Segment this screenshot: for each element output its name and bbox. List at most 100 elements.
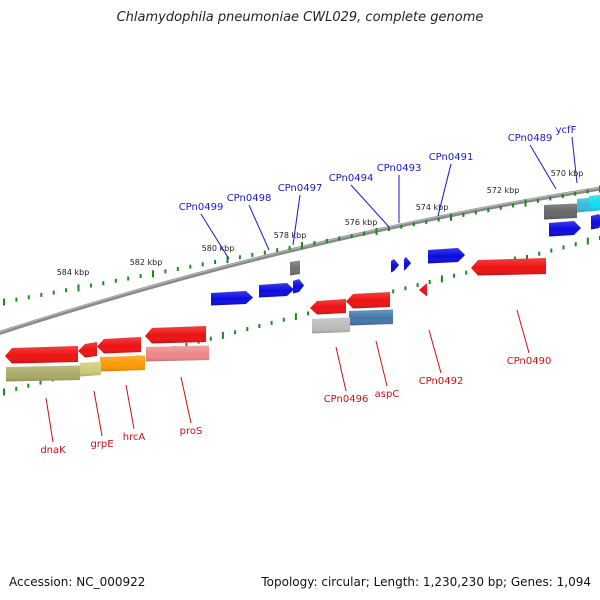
outer-ruler-minor-tick: [512, 203, 515, 208]
leader-line: [125, 384, 135, 430]
outer-ruler-minor-tick: [462, 212, 465, 217]
leader-line: [437, 163, 452, 217]
outer-ruler-minor-tick: [387, 227, 390, 231]
outer-ruler-minor-tick: [251, 252, 254, 257]
inner-ruler-minor-tick: [538, 251, 541, 256]
inner-ruler-minor-tick: [404, 286, 407, 291]
gene-label: CPn0490: [507, 356, 552, 367]
inner-ruler-major-tick: [221, 331, 224, 339]
outer-ruler-major-tick: [226, 256, 229, 264]
gene-cpn0497-block: [290, 260, 300, 276]
genome-summary-text: Topology: circular; Length: 1,230,230 bp…: [261, 575, 591, 589]
gene-pros-cog: [146, 345, 209, 362]
gene-label: hrcA: [123, 432, 146, 443]
outer-ruler-minor-tick: [400, 224, 403, 229]
outer-ruler-minor-tick: [325, 238, 328, 243]
inner-ruler-minor-tick: [246, 327, 249, 332]
outer-ruler-minor-tick: [425, 220, 428, 224]
outer-ruler-minor-tick: [586, 189, 589, 194]
gene-ycff-cog-b: [589, 194, 600, 212]
outer-ruler-minor-tick: [40, 292, 43, 297]
gene-hrca-cog: [100, 355, 145, 372]
outer-ruler-minor-tick: [201, 262, 204, 267]
gene-label: ycfF: [556, 125, 577, 136]
outer-ruler-minor-tick: [164, 269, 167, 274]
inner-ruler-minor-tick: [550, 248, 553, 253]
inner-ruler-major-tick: [586, 237, 589, 245]
gene-cpn0493: [404, 257, 411, 271]
accession-text: Accession: NC_000922: [9, 575, 146, 589]
outer-ruler-major-tick: [524, 199, 527, 207]
leader-line: [45, 397, 54, 443]
gene-cpn0498: [259, 283, 294, 298]
inner-ruler-minor-tick: [307, 311, 310, 316]
genome-backbone: [0, 186, 600, 335]
inner-ruler-minor-tick: [185, 342, 188, 347]
gene-aspc-cog: [349, 309, 393, 326]
gene-features: [5, 194, 600, 382]
gene-cpn0494: [391, 259, 399, 273]
leader-line: [248, 204, 270, 251]
ruler-labels: 570 kbp 572 kbp 574 kbp 576 kbp 578 kbp 580 k…: [57, 169, 584, 277]
inner-ruler-minor-tick: [209, 336, 212, 341]
gene-pros: [145, 326, 206, 344]
gene-label: CPn0496: [324, 394, 369, 405]
gene-cpn0491: [428, 248, 465, 264]
gene-label: grpE: [90, 439, 113, 450]
outer-ruler-minor-tick: [114, 278, 117, 283]
gene-cpn0499: [211, 291, 253, 306]
outer-ruler-minor-tick: [437, 217, 440, 222]
leader-line: [350, 184, 390, 228]
outer-ruler-minor-tick: [338, 236, 341, 241]
outer-ruler-major-tick: [375, 227, 378, 235]
leader-line: [93, 390, 103, 437]
gene-aspc: [346, 292, 390, 309]
leader-line: [571, 136, 578, 184]
leader-line: [428, 329, 442, 374]
gene-label: CPn0497: [278, 183, 323, 194]
gene-cpn0489-cog: [544, 203, 577, 220]
inner-ruler-major-tick: [440, 275, 443, 283]
ruler-label: 572 kbp: [487, 186, 520, 195]
gene-cpn0496-cog: [312, 317, 350, 334]
gene-label: CPn0499: [179, 202, 224, 213]
outer-ruler-minor-tick: [238, 255, 241, 260]
inner-ruler-minor-tick: [574, 242, 577, 247]
inner-ruler-major-tick: [3, 388, 5, 396]
outer-ruler-minor-tick: [127, 276, 130, 281]
outer-ruler-minor-tick: [350, 234, 353, 239]
inner-ruler-minor-tick: [562, 245, 565, 250]
gene-label: CPn0498: [227, 193, 272, 204]
gene-label: aspC: [375, 389, 400, 400]
outer-ruler-minor-tick: [288, 245, 291, 250]
gene-label: CPn0491: [429, 152, 474, 163]
gene-label: dnaK: [40, 445, 66, 456]
inner-ruler-minor-tick: [282, 317, 285, 322]
label-leader-lines: [45, 136, 578, 443]
gene-cpn0490: [471, 258, 546, 276]
outer-ruler-minor-tick: [561, 194, 564, 199]
ruler-label: 580 kbp: [202, 244, 235, 253]
gene-label: proS: [180, 426, 203, 437]
gene-cpn0492: [419, 281, 427, 297]
outer-ruler-minor-tick: [214, 260, 217, 264]
outer-ruler-minor-tick: [89, 283, 92, 288]
outer-ruler-minor-tick: [574, 191, 577, 196]
leader-line: [529, 144, 557, 190]
inner-ruler-minor-tick: [234, 330, 237, 335]
gene-grpe-cog: [80, 361, 101, 377]
outer-ruler-major-tick: [77, 284, 80, 292]
outer-ruler-major-tick: [3, 298, 5, 306]
gene-ycff-cog-a: [577, 197, 591, 213]
outer-ruler-minor-tick: [52, 290, 55, 295]
outer-ruler: [3, 185, 600, 306]
gene-hrca: [97, 337, 141, 354]
outer-ruler-minor-tick: [363, 231, 366, 236]
leader-line: [180, 376, 192, 424]
outer-ruler-major-tick: [301, 242, 303, 249]
leader-line: [335, 346, 347, 392]
outer-ruler-minor-tick: [189, 264, 192, 269]
outer-ruler-minor-tick: [27, 295, 30, 300]
inner-ruler-minor-tick: [428, 280, 431, 284]
